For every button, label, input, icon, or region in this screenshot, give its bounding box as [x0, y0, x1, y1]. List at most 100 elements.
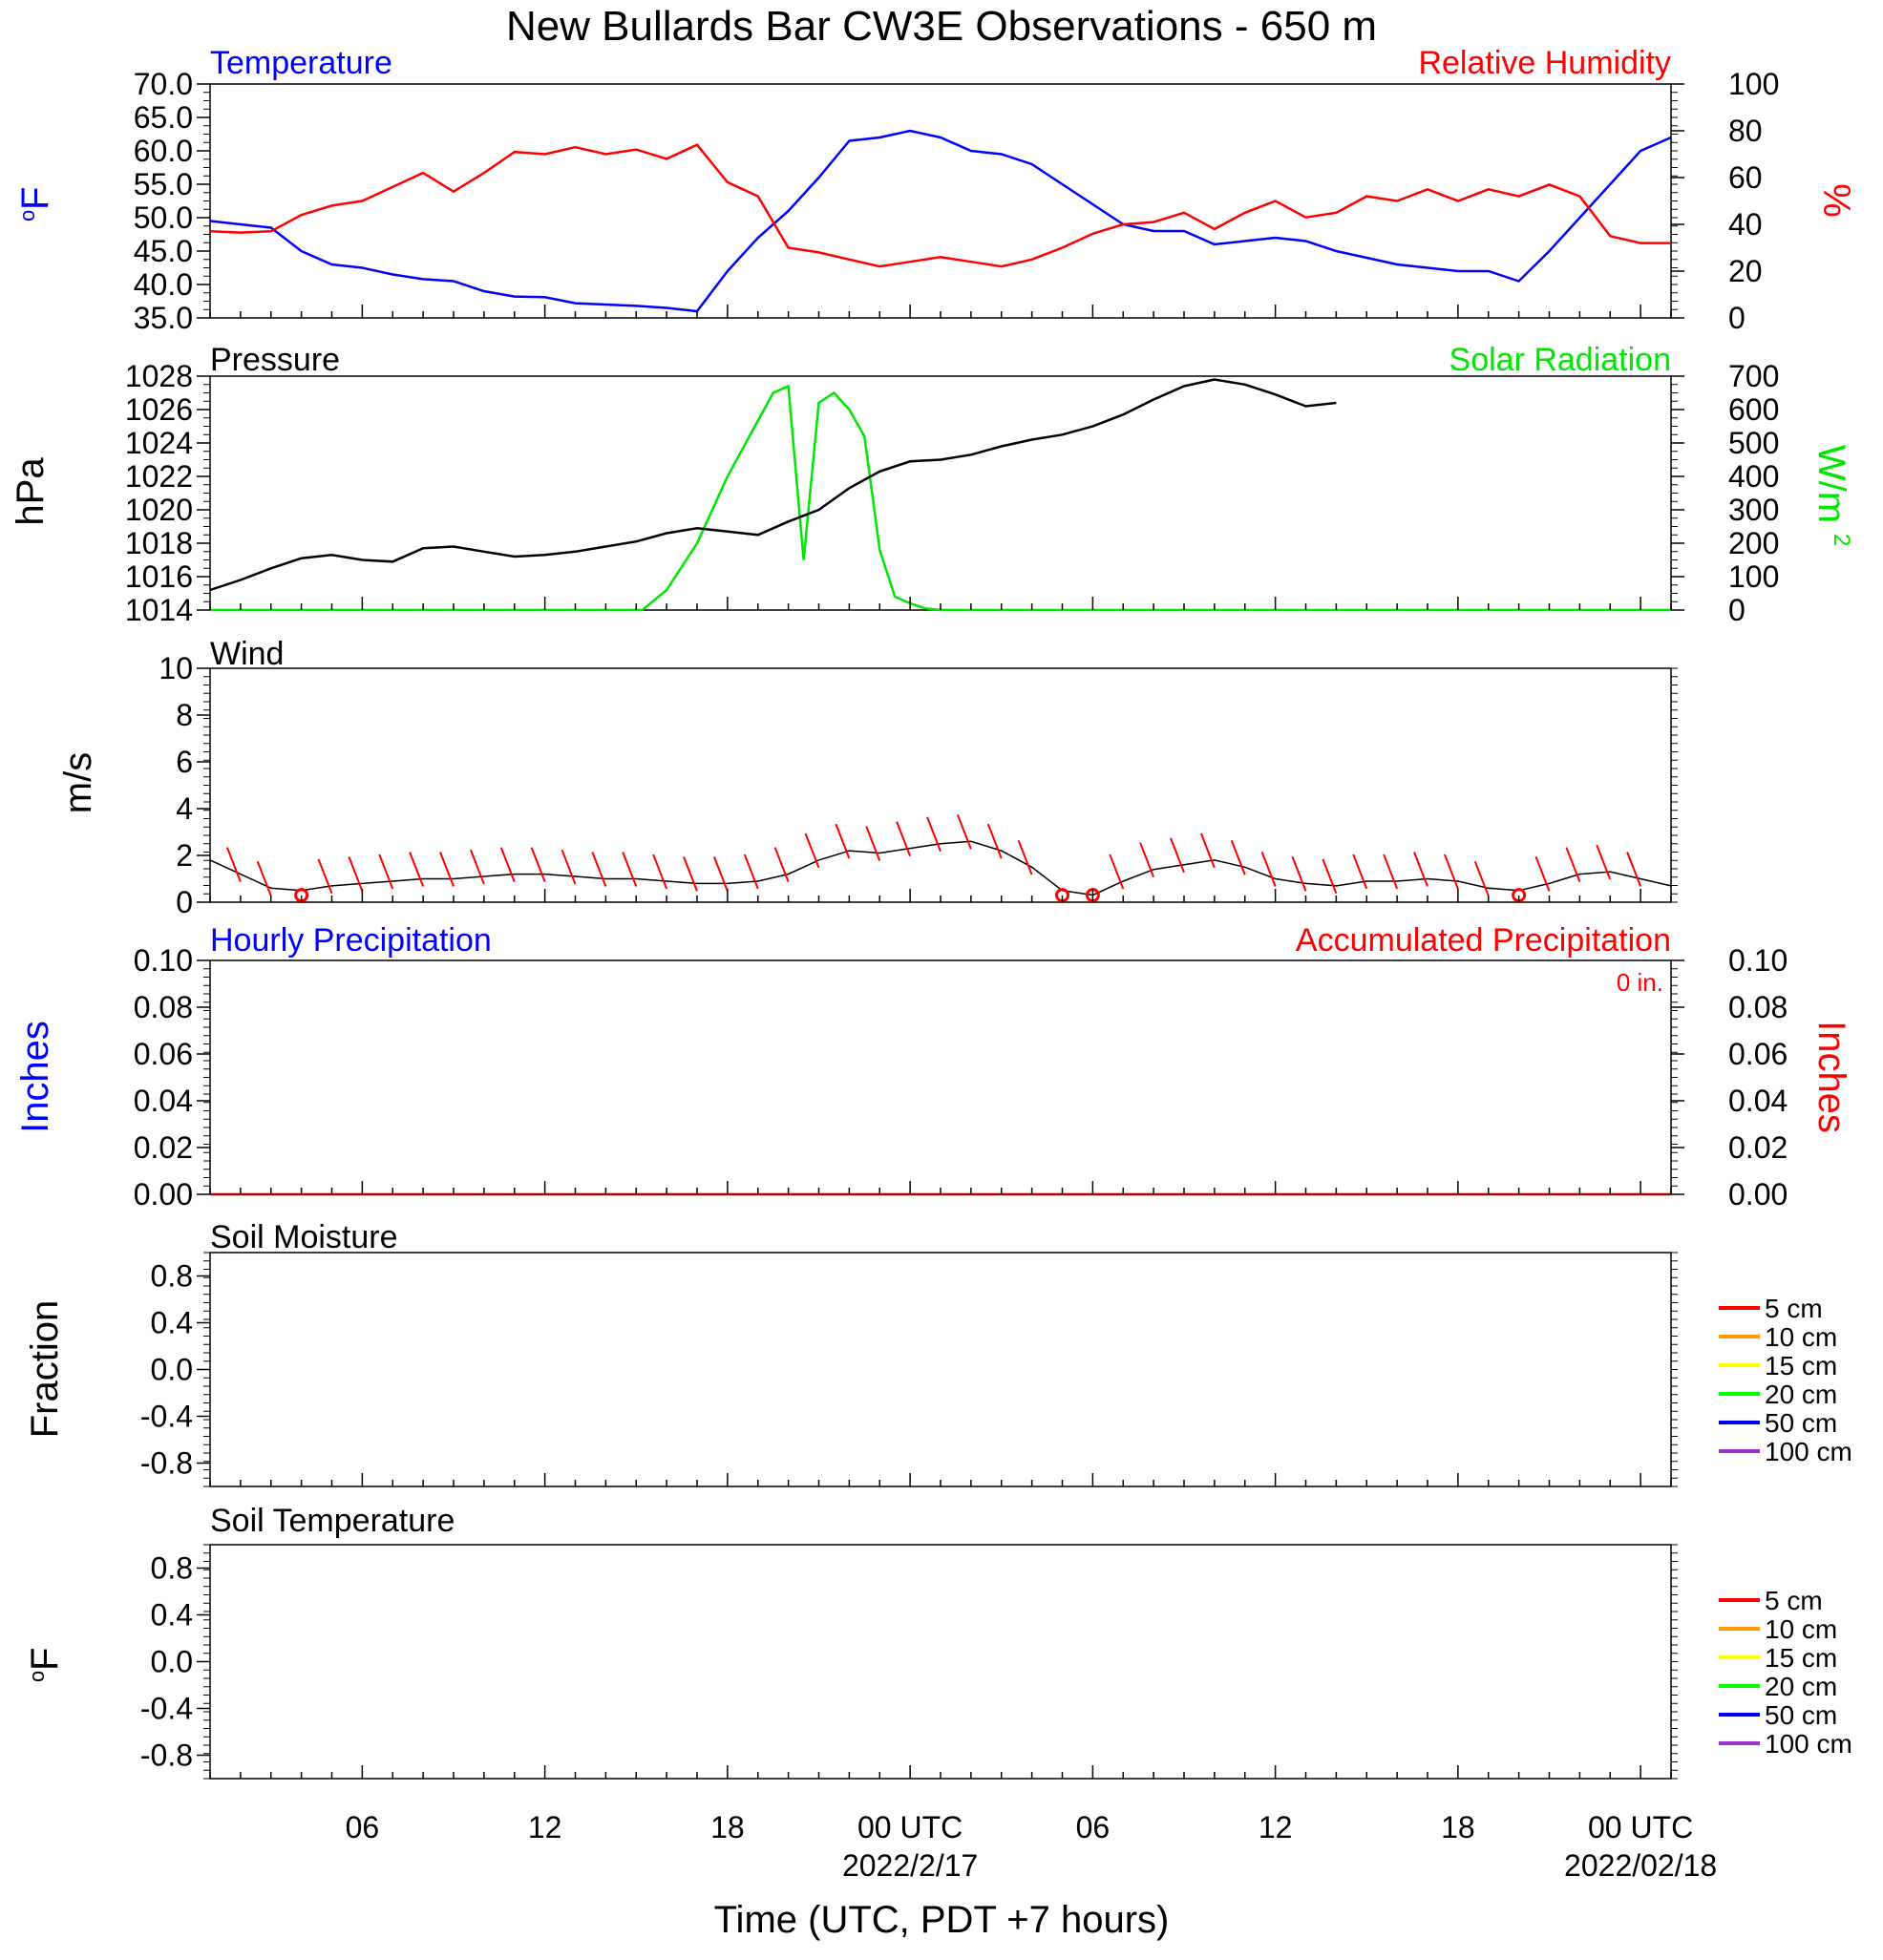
wind-title: Wind [210, 636, 284, 672]
panel-pressure-solar: Pressure Solar Radiation hPa W/m 2 10281… [10, 342, 1854, 627]
wind-barb [1170, 837, 1185, 874]
precip-right-unit-label: Inches [1810, 1021, 1852, 1133]
soil-temperature-unit-label: o F [24, 1648, 66, 1682]
wind-barb [1473, 860, 1490, 896]
soil-temperature-title: Soil Temperature [210, 1503, 455, 1539]
wind-barb [804, 832, 820, 869]
wind-tick-label: 4 [176, 791, 193, 826]
wind-barb [409, 852, 425, 887]
time-tick-label: 06 [1076, 1810, 1111, 1844]
wind-tick-label: 10 [159, 651, 193, 685]
panel3-frame [209, 667, 1672, 903]
precip-accum-tick-label: 0.08 [1728, 990, 1788, 1024]
soil-moisture-unit-label: Fraction [24, 1300, 66, 1439]
panel1-frame [209, 83, 1672, 319]
wind-barb [1139, 842, 1155, 878]
precip-tick-label: 0.04 [134, 1084, 193, 1118]
precip-accum-tick-label: 0.00 [1728, 1177, 1788, 1212]
soil-moisture-legend-label: 100 cm [1765, 1437, 1852, 1466]
soil-moisture-tick-label: 0.8 [151, 1259, 193, 1294]
panel6-frame [209, 1544, 1672, 1780]
wind-barb [956, 813, 972, 850]
temperature-axis: 70.065.060.055.050.045.040.035.0 [134, 67, 210, 335]
precip-accum-tick-label: 0.06 [1728, 1037, 1788, 1071]
solar-tick-label: 200 [1728, 526, 1779, 560]
wind-barb [622, 852, 638, 887]
wind-barb [1626, 852, 1642, 887]
precip-accum-tick-label: 0.04 [1728, 1084, 1788, 1118]
wind-barb [1230, 839, 1246, 875]
soil-moisture-legend-label: 20 cm [1765, 1380, 1837, 1409]
time-tick-label: 06 [346, 1810, 380, 1844]
pressure-tick-label: 1020 [125, 493, 193, 527]
soil-moisture-tick-label: 0.0 [151, 1353, 193, 1387]
wind-barb [439, 852, 455, 887]
humidity-tick-label: 100 [1728, 67, 1779, 101]
wind-barb [986, 823, 1003, 859]
wind-barb [499, 847, 516, 882]
panel-temperature-humidity: Temperature Relative Humidity o F % 70.0… [14, 45, 1857, 335]
humidity-tick-label: 60 [1728, 160, 1763, 195]
soil-temperature-axis: 0.8 0.4 0.0 -0.4 -0.8 [140, 1544, 1678, 1780]
wind-unit-label: m/s [57, 752, 99, 813]
solar-tick-label: 600 [1728, 392, 1779, 427]
soil-moisture-tick-label: 0.4 [151, 1306, 193, 1340]
wind-barb [1291, 856, 1307, 892]
temperature-tick-label: 55.0 [134, 167, 193, 201]
soil-moisture-legend-label: 10 cm [1765, 1322, 1837, 1352]
precip-tick-label: 0.10 [134, 943, 193, 978]
pressure-tick-label: 1028 [125, 359, 193, 393]
wind-axis: 10 8 6 4 2 0 [159, 651, 1678, 919]
pressure-tick-label: 1024 [125, 426, 193, 460]
precip-left-unit-label: Inches [14, 1021, 56, 1133]
wind-barb [712, 856, 729, 892]
wind-tick-label: 2 [176, 838, 193, 873]
pressure-tick-label: 1026 [125, 392, 193, 427]
pressure-tick-label: 1018 [125, 526, 193, 560]
precip-axis: 0.10 0.08 0.06 0.04 0.02 0.00 0.10 0.08 0.06 0.04… [134, 943, 1788, 1212]
pressure-tick-label: 1014 [125, 593, 193, 627]
soil-temperature-legend-label: 15 cm [1765, 1643, 1837, 1673]
wind-barb [743, 854, 759, 890]
svg-text:2: 2 [1829, 534, 1854, 546]
wind-barb [835, 823, 851, 859]
solar-tick-label: 700 [1728, 359, 1779, 393]
soil-temperature-tick-label: -0.8 [140, 1739, 193, 1773]
pressure-title: Pressure [210, 342, 340, 378]
pressure-tick-label: 1022 [125, 459, 193, 494]
panel5-frame [209, 1252, 1672, 1487]
soil-moisture-legend-label: 50 cm [1765, 1408, 1837, 1438]
soil-moisture-legend-label: 15 cm [1765, 1351, 1837, 1380]
humidity-unit-label: % [1815, 183, 1857, 218]
precip-accum-tick-label: 0.10 [1728, 943, 1788, 978]
soil-temperature-tick-label: 0.0 [151, 1645, 193, 1679]
solar-tick-label: 100 [1728, 559, 1779, 594]
panel-soil-temperature: Soil Temperature o F 0.8 0.4 0.0 -0.4 -0.8 5… [24, 1503, 1852, 1780]
wind-barb [1109, 854, 1125, 890]
date-label: 2022/2/17 [842, 1848, 978, 1883]
wind-barb [1413, 852, 1428, 887]
wind-barbs [225, 813, 1642, 903]
temperature-title: Temperature [210, 45, 392, 81]
wind-barb [865, 826, 881, 861]
wind-barb [1199, 832, 1216, 869]
wind-barb [225, 847, 242, 882]
wind-barb [317, 858, 333, 895]
wind-barb [530, 847, 546, 882]
wind-barb [683, 856, 698, 892]
wind-barb [1383, 854, 1399, 890]
panel-wind: Wind m/s 10 8 6 4 2 0 [57, 636, 1678, 919]
solar-tick-label: 0 [1728, 593, 1745, 627]
svg-text:o: o [15, 210, 39, 221]
wind-tick-label: 6 [176, 745, 193, 779]
time-tick-label: 12 [1259, 1810, 1293, 1844]
wind-barb [591, 852, 607, 887]
accum-precip-title: Accumulated Precipitation [1296, 922, 1671, 959]
wind-tick-label: 8 [176, 698, 193, 732]
temperature-series-line [209, 129, 1672, 313]
